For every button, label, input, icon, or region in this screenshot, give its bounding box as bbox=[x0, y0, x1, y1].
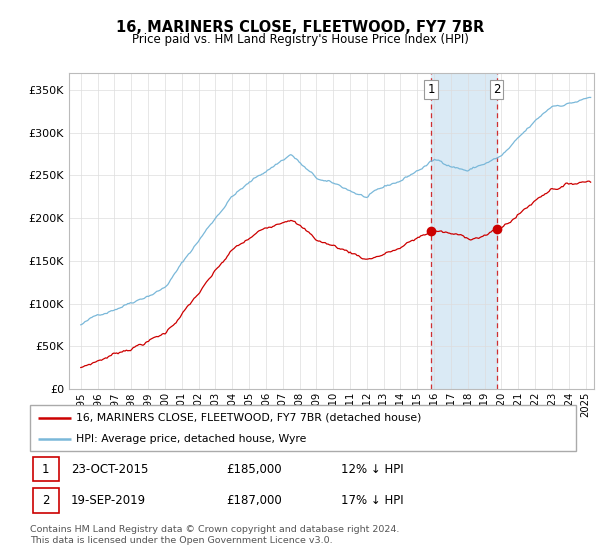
Text: 2: 2 bbox=[42, 494, 50, 507]
Bar bbox=[431, 73, 497, 389]
Text: 1: 1 bbox=[427, 83, 435, 96]
FancyBboxPatch shape bbox=[33, 488, 59, 513]
Text: 16, MARINERS CLOSE, FLEETWOOD, FY7 7BR (detached house): 16, MARINERS CLOSE, FLEETWOOD, FY7 7BR (… bbox=[76, 413, 422, 423]
Text: 2: 2 bbox=[493, 83, 500, 96]
Text: 23-OCT-2015: 23-OCT-2015 bbox=[71, 463, 148, 475]
Text: 12% ↓ HPI: 12% ↓ HPI bbox=[341, 463, 404, 475]
FancyBboxPatch shape bbox=[30, 405, 576, 451]
Text: Price paid vs. HM Land Registry's House Price Index (HPI): Price paid vs. HM Land Registry's House … bbox=[131, 33, 469, 46]
Text: 19-SEP-2019: 19-SEP-2019 bbox=[71, 494, 146, 507]
Text: 1: 1 bbox=[42, 463, 50, 475]
Text: HPI: Average price, detached house, Wyre: HPI: Average price, detached house, Wyre bbox=[76, 434, 307, 444]
Text: £185,000: £185,000 bbox=[227, 463, 282, 475]
Text: Contains HM Land Registry data © Crown copyright and database right 2024.
This d: Contains HM Land Registry data © Crown c… bbox=[30, 525, 400, 545]
Text: 16, MARINERS CLOSE, FLEETWOOD, FY7 7BR: 16, MARINERS CLOSE, FLEETWOOD, FY7 7BR bbox=[116, 20, 484, 35]
FancyBboxPatch shape bbox=[33, 457, 59, 481]
Text: £187,000: £187,000 bbox=[227, 494, 283, 507]
Text: 17% ↓ HPI: 17% ↓ HPI bbox=[341, 494, 404, 507]
